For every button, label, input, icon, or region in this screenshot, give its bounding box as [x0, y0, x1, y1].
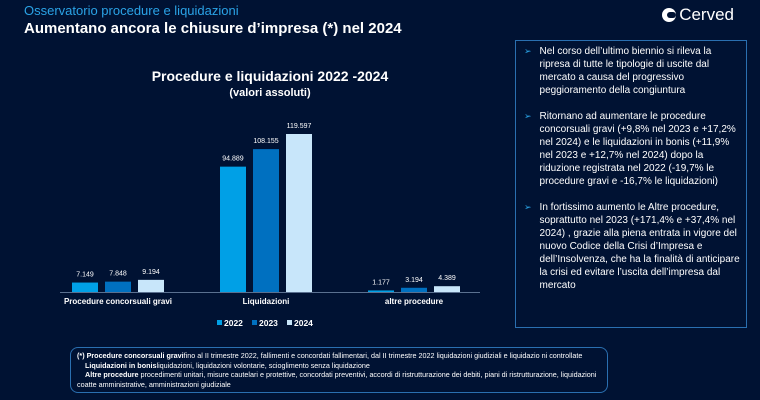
legend-swatch	[287, 320, 292, 325]
data-label: 3.194	[405, 277, 423, 284]
footnote-text: liquidazioni, liquidazioni volontarie, s…	[156, 360, 370, 370]
commentary-text: Ritornano ad aumentare le procedure conc…	[539, 111, 736, 187]
category-label: Procedure concorsuali gravi	[64, 297, 172, 306]
chart-subtitle: (valori assoluti)	[229, 87, 311, 99]
bar-2022	[368, 290, 394, 292]
data-label: 108.155	[253, 138, 278, 145]
bar-2023	[253, 149, 279, 292]
logo-text: Cerved	[679, 5, 734, 24]
data-label: 1.177	[372, 279, 390, 286]
bar-2023	[401, 287, 427, 292]
data-label: 9.194	[142, 269, 160, 276]
legend-label: 2023	[259, 318, 278, 328]
bar-2024	[286, 134, 312, 292]
bar-2024	[434, 286, 460, 292]
footnote-box: (*) Procedure concorsuali gravifino al I…	[70, 347, 608, 393]
bar-2022	[220, 166, 246, 292]
commentary-text: In fortissimo aumento le Altre procedure…	[539, 202, 740, 291]
footnote-term: Altre procedure	[85, 370, 139, 379]
page-title: Aumentano ancora le chiusure d’impresa (…	[24, 20, 402, 37]
data-label: 4.389	[438, 275, 456, 282]
data-label: 94.889	[222, 156, 244, 163]
logo-icon	[662, 8, 677, 22]
category-label: Liquidazioni	[243, 297, 290, 306]
legend-label: 2022	[224, 318, 243, 328]
chart-title: Procedure e liquidazioni 2022 -2024	[151, 68, 389, 84]
arrow-bullet-icon: ➢	[524, 111, 532, 121]
commentary-item: ➢ In fortissimo aumento le Altre procedur…	[524, 201, 740, 292]
commentary-panel: ➢ Nel corso dell’ultimo biennio si rileva…	[515, 40, 747, 328]
legend-label: 2024	[294, 318, 313, 328]
footnote-term: (*) Procedure concorsuali gravi	[77, 351, 184, 360]
commentary-text: Nel corso dell’ultimo biennio si rileva …	[539, 46, 712, 96]
legend-swatch	[217, 320, 222, 325]
section-subtitle: Osservatorio procedure e liquidazioni	[24, 3, 239, 18]
footnote-text: procedimenti unitari, misure cautelari e…	[77, 370, 597, 389]
category-label: altre procedure	[385, 297, 444, 306]
arrow-bullet-icon: ➢	[524, 46, 532, 56]
data-label: 7.848	[109, 271, 127, 278]
commentary-item: ➢ Nel corso dell’ultimo biennio si rileva…	[524, 45, 740, 97]
footnote-term: Liquidazioni in bonis	[85, 360, 157, 370]
bar-2023	[105, 281, 131, 292]
arrow-bullet-icon: ➢	[524, 202, 532, 212]
data-label: 7.149	[76, 272, 94, 279]
data-label: 119.597	[287, 123, 312, 130]
legend-swatch	[252, 320, 257, 325]
bar-2024	[138, 279, 164, 292]
cerved-logo: Cerved	[662, 5, 734, 25]
footnote-text: fino al II trimestre 2022, fallimenti e …	[183, 351, 583, 360]
bar-2022	[72, 282, 98, 292]
commentary-item: ➢ Ritornano ad aumentare le procedure con…	[524, 110, 740, 188]
